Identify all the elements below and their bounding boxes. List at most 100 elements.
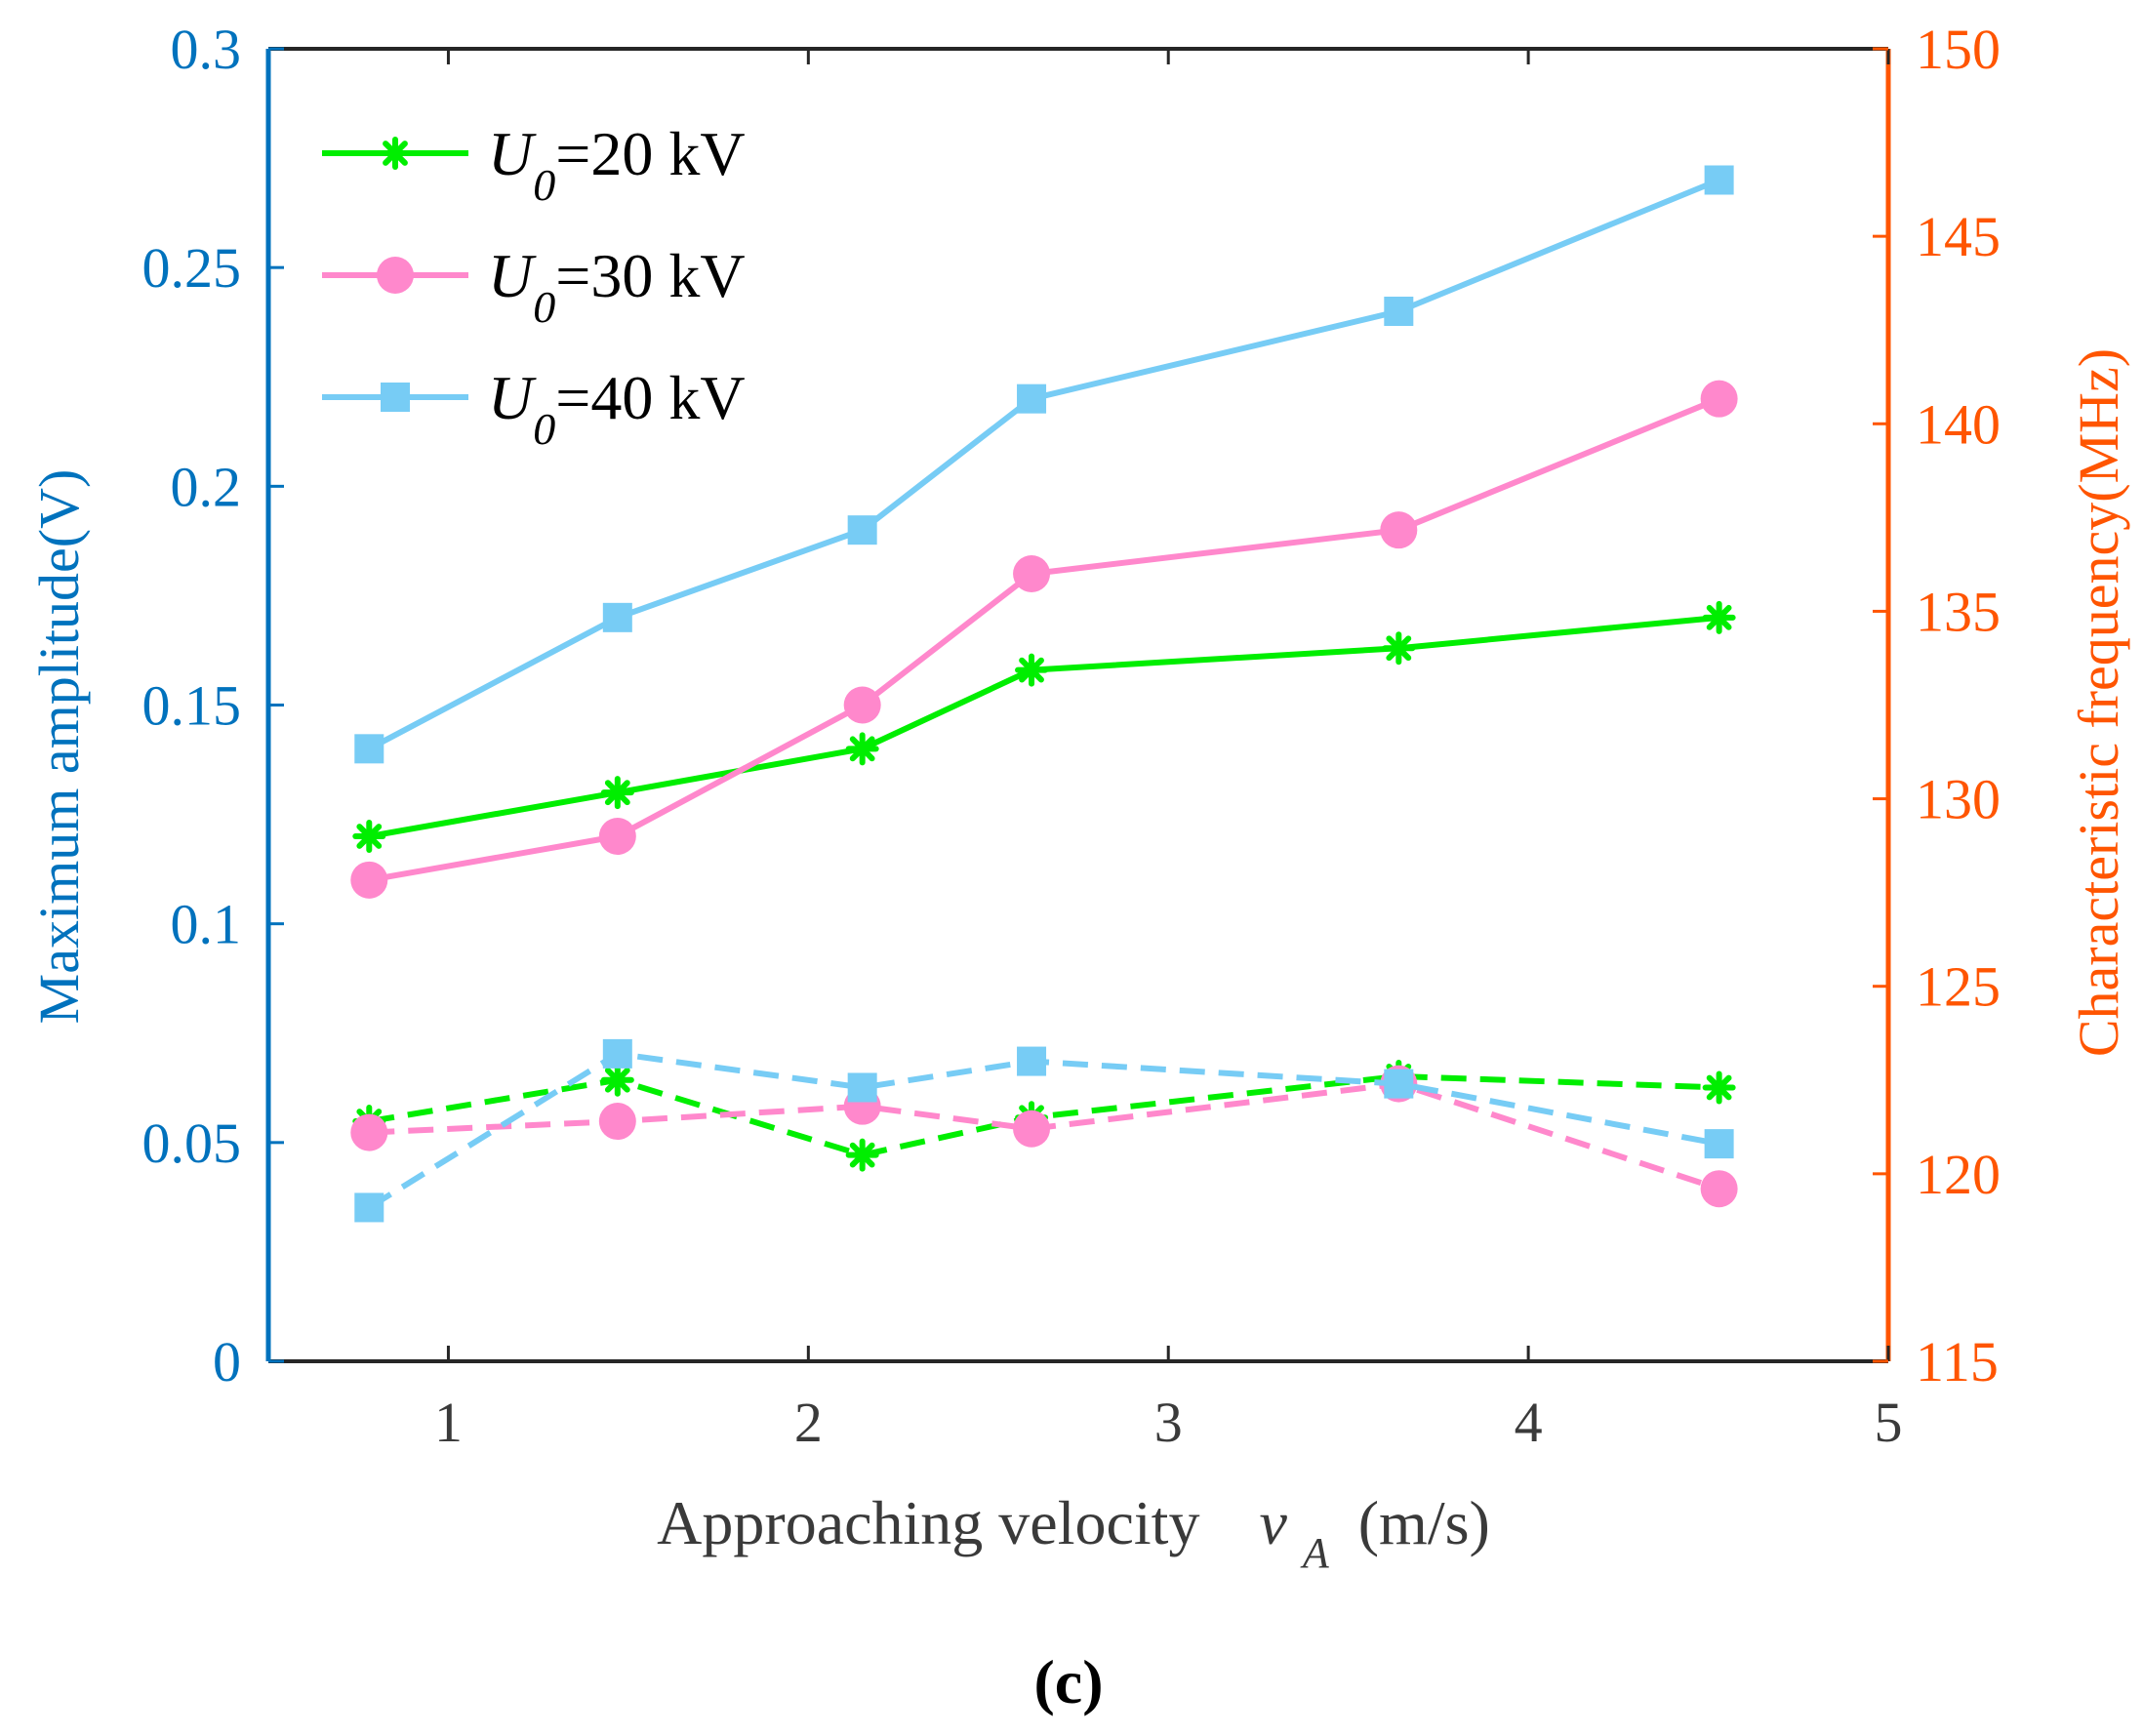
data-point (598, 818, 636, 855)
data-point (1702, 1070, 1736, 1105)
data-point (352, 820, 386, 853)
legend-label-var: U (488, 241, 537, 310)
data-point (350, 1113, 388, 1151)
y-tick-label-left: 0.15 (142, 674, 242, 738)
series-6 (354, 1038, 1734, 1223)
x-axis-label-main: Approaching velocity (657, 1488, 1199, 1557)
data-point (1702, 600, 1736, 634)
x-axis-label-sub: A (1300, 1529, 1330, 1577)
x-tick-label: 4 (1515, 1391, 1543, 1454)
y-axis-label-left: Maximum amplitude(V) (27, 469, 91, 1025)
series-layer (350, 165, 1738, 1223)
legend-label-value: =40 kV (555, 363, 745, 432)
data-point (1015, 653, 1049, 687)
series-2 (350, 380, 1738, 899)
legend-marker (381, 383, 410, 412)
x-tick-label: 3 (1154, 1391, 1183, 1454)
series-line (367, 1050, 1720, 1210)
y-tick-label-left: 0.1 (171, 893, 242, 956)
data-point (843, 686, 881, 724)
legend-label-sub: 0 (533, 404, 555, 454)
data-point (1380, 511, 1418, 549)
data-point (1700, 380, 1738, 418)
data-point (602, 602, 632, 632)
data-point (1384, 297, 1414, 326)
legend-label: U0=40 kV (488, 363, 746, 454)
series-line (367, 177, 1720, 751)
legend-item: U0=30 kV (322, 241, 746, 332)
legend-item: U0=20 kV (322, 119, 746, 210)
x-tick-label: 5 (1875, 1391, 1903, 1454)
series-5 (350, 1065, 1738, 1208)
asterisk-stroke (604, 1067, 630, 1093)
asterisk-stroke (383, 141, 408, 166)
y-tick-label-left: 0 (213, 1330, 241, 1393)
legend-marker (377, 257, 414, 294)
data-point (845, 732, 879, 766)
legend-label-var: U (488, 119, 537, 188)
y-tick-label-right: 115 (1916, 1330, 1999, 1393)
x-axis-label-unit: (m/s) (1358, 1488, 1490, 1557)
data-point (1704, 165, 1734, 195)
data-point (1700, 1170, 1738, 1208)
y-tick-label-right: 140 (1916, 392, 2001, 456)
y-tick-label-right: 135 (1916, 580, 2001, 643)
x-axis-label-var: v (1259, 1488, 1287, 1557)
ticks-layer: 1 2 3 4 5 0 0.05 0.1 0.15 0.2 0.25 0.3 115 120 125 130 1… (142, 18, 2001, 1454)
data-point (847, 515, 877, 545)
asterisk-stroke (1386, 635, 1412, 662)
legend-marker (379, 137, 412, 170)
data-point (1017, 384, 1047, 414)
legend-label-sub: 0 (533, 160, 555, 210)
data-point (354, 734, 384, 764)
data-point (598, 1103, 636, 1141)
y-axis-label-right: Characteristic frequency(MHz) (2067, 348, 2130, 1057)
asterisk-stroke (356, 824, 383, 849)
asterisk-stroke (1706, 1074, 1732, 1101)
data-point (350, 861, 388, 899)
series-line (369, 1080, 1720, 1192)
data-point (845, 1138, 879, 1172)
asterisk-stroke (849, 1142, 875, 1168)
y-tick-label-left: 0.05 (142, 1111, 242, 1175)
legend-label-sub: 0 (533, 282, 555, 332)
legend-label: U0=20 kV (488, 119, 746, 210)
series-line (368, 1072, 1719, 1158)
series-1 (352, 600, 1736, 853)
legend-label-value: =20 kV (555, 119, 745, 188)
series-3 (354, 165, 1734, 764)
legend-item: U0=40 kV (322, 363, 746, 454)
data-point (600, 1063, 634, 1097)
x-tick-label: 1 (434, 1391, 463, 1454)
y-tick-label-left: 0.2 (171, 455, 242, 518)
data-point (1704, 1129, 1734, 1159)
data-point (1017, 1046, 1047, 1076)
asterisk-stroke (604, 780, 630, 806)
y-tick-label-right: 120 (1916, 1143, 2001, 1206)
data-point (1013, 1110, 1051, 1148)
data-point (354, 1192, 384, 1223)
y-tick-label-left: 0.3 (171, 18, 242, 81)
asterisk-stroke (1706, 604, 1732, 630)
y-tick-label-right: 145 (1916, 205, 2001, 268)
data-point (600, 776, 634, 810)
asterisk-stroke (849, 736, 875, 762)
y-tick-label-right: 130 (1916, 768, 2001, 831)
panel-label: (c) (1033, 1647, 1103, 1716)
data-point (602, 1038, 632, 1069)
y-tick-label-right: 125 (1916, 955, 2001, 1019)
x-axis-label: Approaching velocity v A (m/s) (657, 1488, 1490, 1581)
data-point (1013, 555, 1051, 592)
y-tick-label-left: 0.25 (142, 236, 242, 300)
data-point (847, 1072, 877, 1103)
legend-label: U0=30 kV (488, 241, 746, 332)
x-tick-label: 2 (794, 1391, 823, 1454)
series-line (368, 395, 1720, 883)
data-point (1384, 1069, 1414, 1099)
asterisk-stroke (1019, 657, 1044, 683)
legend-label-value: =30 kV (555, 241, 745, 310)
y-tick-label-right: 150 (1916, 18, 2001, 81)
data-point (1382, 631, 1416, 666)
